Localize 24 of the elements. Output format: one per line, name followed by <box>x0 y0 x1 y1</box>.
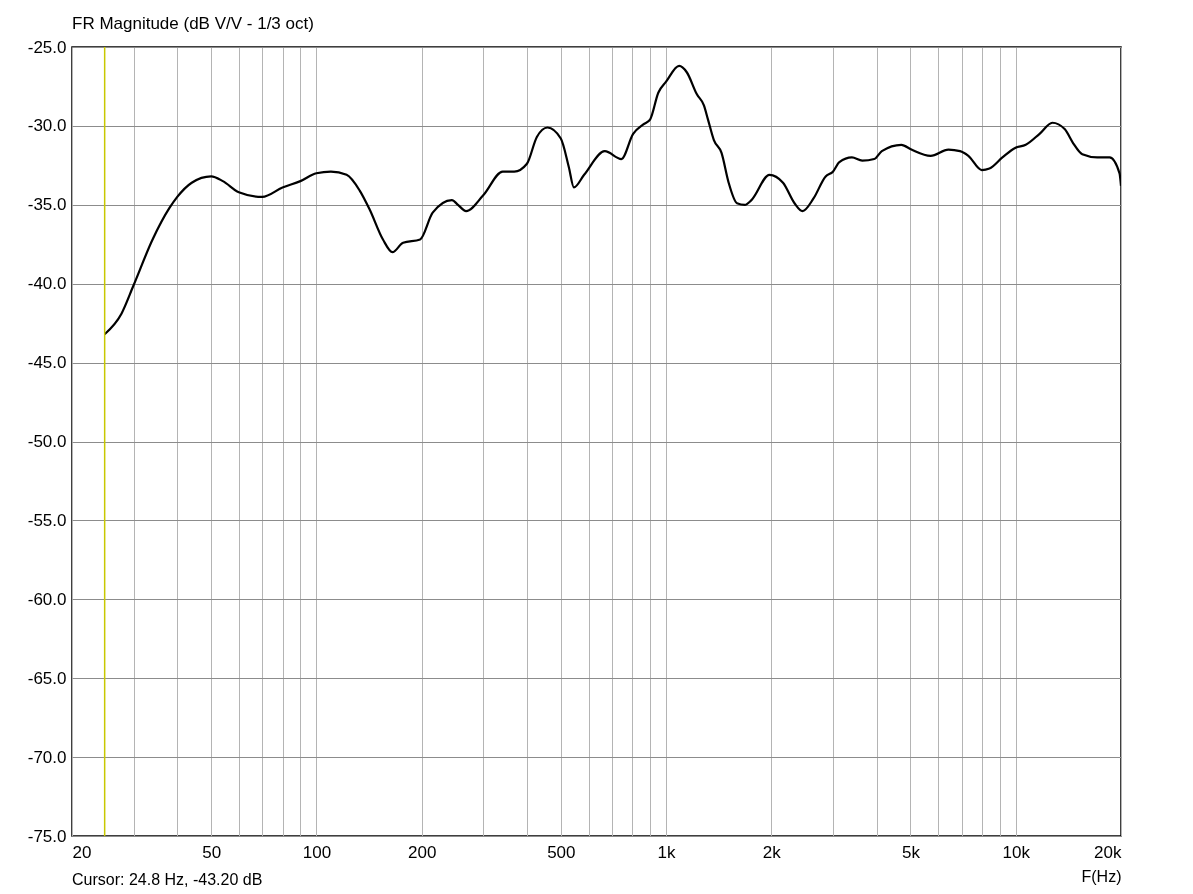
y-tick-label: -50.0 <box>27 432 67 451</box>
y-tick-label: -60.0 <box>27 589 67 609</box>
x-axis-title: F(Hz) <box>1081 867 1122 885</box>
x-tick-label: 1k <box>657 842 677 862</box>
y-tick-label: -30.0 <box>27 116 67 136</box>
y-tick-label: -40.0 <box>27 274 67 294</box>
x-tick-label: 500 <box>547 842 576 862</box>
x-tick-label: 20k <box>1094 842 1122 862</box>
y-tick-label: -65.0 <box>27 668 67 688</box>
y-tick-label: -35.0 <box>27 195 67 215</box>
y-tick-label: -25.0 <box>27 37 67 57</box>
y-tick-label: -70.0 <box>27 747 67 767</box>
text: Cursor: 24.8 Hz, -43.20 dB <box>72 871 263 888</box>
x-tick-label: 200 <box>407 842 437 862</box>
x-tick-label: 20 <box>72 842 92 862</box>
x-tick-label: 2k <box>762 842 782 862</box>
y-tick-label: -45.0 <box>27 353 67 373</box>
x-tick-label: 100 <box>302 842 332 862</box>
chart-title: FR Magnitude (dB V/V - 1/3 oct) <box>72 14 314 33</box>
x-tick-label: 10k <box>1002 842 1031 862</box>
y-tick-label: -75.0 <box>27 826 67 846</box>
x-tick-label: 5k <box>902 842 921 862</box>
x-tick-label: 50 <box>202 842 222 862</box>
y-tick-label: -55.0 <box>27 510 67 530</box>
